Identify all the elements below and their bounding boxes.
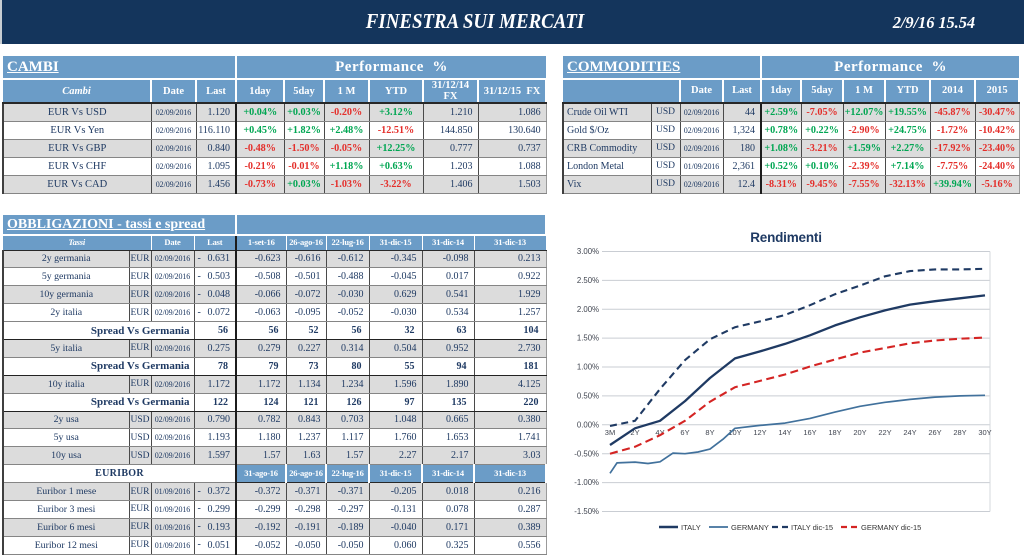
svg-text:26Y: 26Y bbox=[928, 428, 941, 437]
svg-text:1.00%: 1.00% bbox=[577, 363, 599, 372]
svg-text:28Y: 28Y bbox=[953, 428, 966, 437]
svg-text:2Y: 2Y bbox=[630, 428, 639, 437]
svg-text:20Y: 20Y bbox=[853, 428, 866, 437]
svg-text:-1.50%: -1.50% bbox=[574, 507, 599, 516]
svg-text:-1.00%: -1.00% bbox=[574, 478, 599, 487]
svg-text:8Y: 8Y bbox=[705, 428, 714, 437]
svg-text:4Y: 4Y bbox=[655, 428, 664, 437]
svg-text:-0.50%: -0.50% bbox=[574, 449, 599, 458]
svg-text:0.00%: 0.00% bbox=[577, 420, 599, 429]
svg-text:ITALY: ITALY bbox=[681, 523, 701, 532]
svg-text:10Y: 10Y bbox=[728, 428, 741, 437]
svg-text:30Y: 30Y bbox=[978, 428, 991, 437]
svg-text:2.00%: 2.00% bbox=[577, 305, 599, 314]
svg-text:3M: 3M bbox=[605, 428, 615, 437]
svg-text:ITALY dic-15: ITALY dic-15 bbox=[791, 523, 833, 532]
svg-text:GERMANY: GERMANY bbox=[731, 523, 769, 532]
svg-text:3.00%: 3.00% bbox=[577, 247, 599, 256]
svg-text:16Y: 16Y bbox=[803, 428, 816, 437]
svg-text:22Y: 22Y bbox=[878, 428, 891, 437]
svg-text:Rendimenti: Rendimenti bbox=[750, 230, 822, 245]
svg-text:0.50%: 0.50% bbox=[577, 392, 599, 401]
svg-text:12Y: 12Y bbox=[753, 428, 766, 437]
svg-text:18Y: 18Y bbox=[828, 428, 841, 437]
svg-text:2.50%: 2.50% bbox=[577, 276, 599, 285]
svg-text:24Y: 24Y bbox=[903, 428, 916, 437]
svg-text:GERMANY dic-15: GERMANY dic-15 bbox=[861, 523, 921, 532]
svg-text:14Y: 14Y bbox=[778, 428, 791, 437]
svg-text:6Y: 6Y bbox=[680, 428, 689, 437]
svg-text:1.50%: 1.50% bbox=[577, 334, 599, 343]
